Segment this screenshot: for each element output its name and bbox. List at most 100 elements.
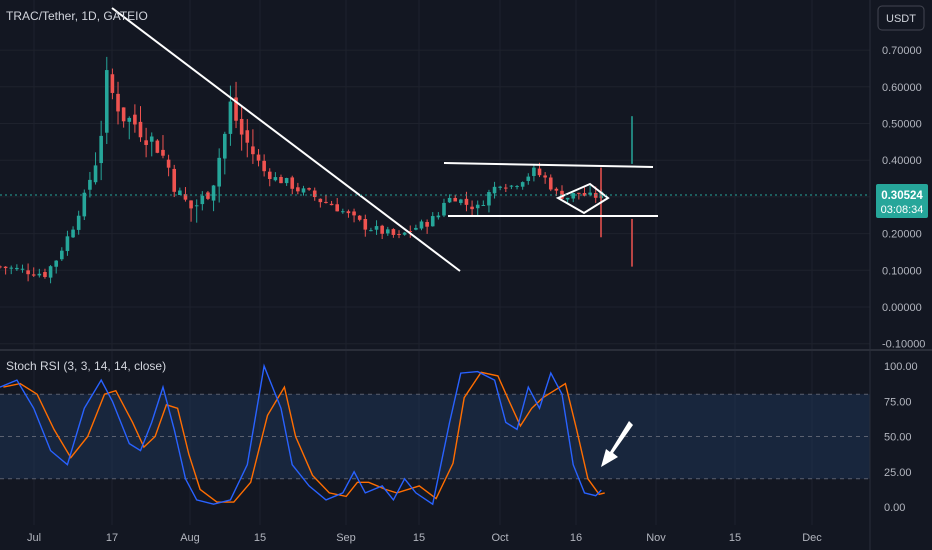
candle-body bbox=[65, 236, 70, 252]
candles bbox=[0, 56, 633, 284]
candle-body bbox=[442, 202, 446, 216]
stoch-rsi-title: Stoch RSI (3, 3, 14, 14, close) bbox=[6, 359, 166, 373]
candle-body bbox=[509, 185, 514, 187]
stoch-rsi-d-line bbox=[3, 371, 605, 503]
downtrend-line[interactable] bbox=[111, 7, 461, 272]
candle-body bbox=[144, 140, 148, 145]
candle-body bbox=[217, 157, 221, 187]
candle-body bbox=[430, 216, 435, 227]
candle-body bbox=[9, 267, 14, 269]
channel-top-line[interactable] bbox=[443, 162, 654, 168]
price-tick-label: 0.10000 bbox=[882, 265, 922, 277]
candle-body bbox=[436, 215, 441, 218]
price-tick-label: -0.10000 bbox=[882, 339, 925, 351]
last-price-value: 0.30524 bbox=[881, 190, 923, 202]
candle-body bbox=[408, 231, 413, 233]
candle-body bbox=[211, 185, 216, 201]
stoch-rsi-tick-label: 100.00 bbox=[884, 361, 918, 373]
candle-body bbox=[206, 192, 210, 199]
candle-body bbox=[82, 192, 87, 217]
time-tick-label: 16 bbox=[570, 532, 582, 544]
candle-body bbox=[245, 130, 250, 143]
candle-body bbox=[20, 268, 25, 270]
candle-body bbox=[369, 230, 373, 232]
candle-body bbox=[76, 215, 81, 230]
stoch-rsi-tick-label: 25.00 bbox=[884, 467, 912, 479]
candle-body bbox=[99, 135, 103, 164]
candle-body bbox=[110, 74, 115, 93]
grid bbox=[0, 0, 870, 525]
candle-body bbox=[537, 168, 542, 176]
candle-body bbox=[492, 186, 497, 194]
candle-body bbox=[256, 154, 261, 161]
candle-body bbox=[346, 211, 351, 214]
candle-body bbox=[234, 97, 238, 121]
price-tick-label: 0.40000 bbox=[882, 155, 922, 167]
candle-body bbox=[127, 117, 132, 122]
candle-body bbox=[296, 187, 300, 192]
time-tick-label: Oct bbox=[491, 532, 508, 544]
candle-body bbox=[324, 201, 328, 203]
time-tick-label: 17 bbox=[106, 532, 118, 544]
candle-body bbox=[363, 218, 368, 230]
candle-body bbox=[104, 70, 109, 133]
time-tick-label: Sep bbox=[336, 532, 356, 544]
candle-body bbox=[577, 192, 581, 194]
time-axis[interactable]: Jul 17 Aug 15 Sep 15 Oct 16 Nov 15 Dec bbox=[27, 532, 822, 544]
candle-body bbox=[487, 192, 491, 206]
candle-body bbox=[329, 203, 334, 206]
stoch-rsi-k-line bbox=[0, 363, 602, 506]
candle-body bbox=[543, 175, 547, 178]
currency-button[interactable]: USDT bbox=[877, 5, 925, 31]
time-tick-label: Jul bbox=[27, 532, 41, 544]
stoch-rsi-axis[interactable]: 100.00 75.00 50.00 25.00 0.00 bbox=[884, 361, 918, 514]
candle-body bbox=[526, 176, 531, 181]
diamond-shape[interactable] bbox=[555, 182, 610, 215]
candle-body bbox=[149, 136, 154, 142]
price-tick-label: 0.70000 bbox=[882, 45, 922, 57]
candle-body bbox=[414, 227, 418, 230]
candle-body bbox=[464, 198, 469, 205]
candle-body bbox=[279, 176, 283, 184]
candle-body bbox=[37, 273, 42, 276]
candle-body bbox=[357, 215, 362, 220]
candle-body bbox=[301, 188, 306, 193]
candle-body bbox=[3, 266, 8, 269]
candle-body bbox=[60, 250, 64, 260]
candle-body bbox=[312, 190, 317, 198]
candle-body bbox=[470, 206, 474, 210]
candle-body bbox=[504, 187, 508, 189]
candle-body bbox=[459, 199, 463, 203]
price-tick-label: 0.20000 bbox=[882, 229, 922, 241]
candle-body bbox=[200, 195, 205, 205]
candle-body bbox=[43, 272, 47, 277]
candle-body bbox=[161, 149, 165, 156]
candle-body bbox=[335, 204, 339, 212]
candle-body bbox=[133, 114, 137, 125]
candle-body bbox=[341, 211, 345, 213]
candle-body bbox=[481, 204, 486, 206]
candle-body bbox=[419, 221, 424, 229]
arrow-icon[interactable] bbox=[601, 421, 633, 467]
price-tick-label: 0.00000 bbox=[882, 302, 922, 314]
candle-body bbox=[251, 146, 255, 155]
candle-body bbox=[189, 200, 193, 209]
symbol-title: TRAC/Tether, 1D, GATEIO bbox=[6, 9, 148, 23]
trend-drawings[interactable] bbox=[111, 7, 658, 467]
candle-body bbox=[273, 177, 278, 181]
candle-body bbox=[88, 179, 92, 190]
candle-body bbox=[15, 267, 19, 270]
candle-body bbox=[54, 260, 58, 267]
candle-body bbox=[172, 168, 177, 192]
stoch-rsi-tick-label: 75.00 bbox=[884, 396, 912, 408]
candle-body bbox=[588, 192, 592, 195]
candle-body bbox=[116, 93, 120, 112]
candle-body bbox=[48, 266, 53, 278]
candle-body bbox=[554, 188, 559, 191]
time-tick-label: 15 bbox=[729, 532, 741, 544]
candle-body bbox=[532, 167, 536, 176]
price-tick-label: 0.60000 bbox=[882, 82, 922, 94]
candle-body bbox=[71, 229, 75, 238]
price-axis[interactable]: 0.70000 0.60000 0.50000 0.40000 0.20000 0.100… bbox=[882, 45, 925, 351]
